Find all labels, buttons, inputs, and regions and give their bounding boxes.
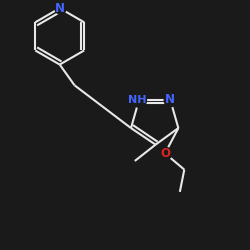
- Text: NH: NH: [128, 94, 147, 104]
- Text: N: N: [55, 2, 65, 15]
- Text: O: O: [160, 147, 170, 160]
- Text: N: N: [165, 93, 175, 106]
